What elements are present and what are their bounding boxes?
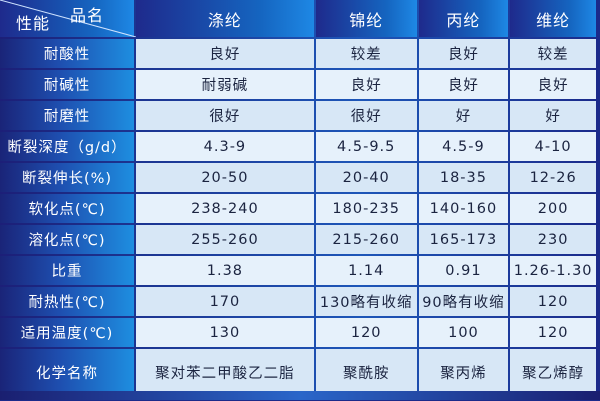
table-cell: 1.38 (136, 256, 314, 285)
table-cell: 140-160 (418, 194, 509, 223)
row-label: 耐酸性 (0, 39, 134, 68)
table-cell: 很好 (315, 101, 417, 130)
diagonal-divider (0, 0, 136, 37)
table-cell: 较差 (315, 39, 417, 68)
table-row: 断裂伸长(%) 20-50 20-40 18-35 12-26 (0, 163, 596, 192)
table-row: 耐热性(℃) 170 130略有收缩 90略有收缩 120 (0, 287, 596, 316)
table-cell: 良好 (418, 70, 509, 99)
table-cell: 180-235 (315, 194, 417, 223)
table-cell: 165-173 (418, 225, 509, 254)
row-label: 比重 (0, 256, 134, 285)
table-cell: 130 (136, 318, 314, 347)
table-cell: 良好 (315, 70, 417, 99)
header-row: 品名 性能 涤纶 锦纶 丙纶 维纶 (0, 0, 596, 37)
row-label: 软化点(℃) (0, 194, 134, 223)
table-cell: 聚对苯二甲酸乙二脂 (136, 349, 314, 399)
table-cell: 好 (510, 101, 596, 130)
table-cell: 聚丙烯 (418, 349, 509, 399)
column-header: 锦纶 (315, 0, 417, 37)
table-cell: 238-240 (136, 194, 314, 223)
table-row: 耐磨性 很好 很好好好 (0, 101, 596, 130)
table-cell: 聚酰胺 (315, 349, 417, 399)
table-cell: 200 (510, 194, 596, 223)
bottom-band (0, 391, 600, 400)
row-label: 断裂深度（g/d） (0, 132, 134, 161)
table-cell: 好 (418, 101, 509, 130)
table-cell: 130略有收缩 (315, 287, 417, 316)
table-cell: 1.26-1.30 (510, 256, 596, 285)
table-cell: 18-35 (418, 163, 509, 192)
column-axis-label: 品名 (69, 6, 104, 25)
table-row: 软化点(℃) 238-240 180-235 140-160 200 (0, 194, 596, 223)
table-cell: 4.5-9 (418, 132, 509, 161)
table-cell: 耐弱碱 (136, 70, 314, 99)
table-cell: 255-260 (136, 225, 314, 254)
table-cell: 1.14 (315, 256, 417, 285)
column-header: 维纶 (510, 0, 596, 37)
table-cell: 聚乙烯醇 (510, 349, 596, 399)
table-row: 耐碱性 耐弱碱 良好 良好 良好 (0, 70, 596, 99)
row-label: 耐磨性 (0, 101, 134, 130)
table-row: 比重 1.38 1.14 0.91 1.26-1.30 (0, 256, 596, 285)
table-cell: 4.3-9 (136, 132, 314, 161)
table-cell: 良好 (136, 39, 314, 68)
table-cell: 230 (510, 225, 596, 254)
corner-header-cell: 品名 性能 (0, 0, 136, 37)
row-axis-label: 性能 (16, 14, 51, 33)
table-cell: 4-10 (510, 132, 596, 161)
table-cell: 170 (136, 287, 314, 316)
table-row: 断裂深度（g/d） 4.3-9 4.5-9.5 4.5-9 4-10 (0, 132, 596, 161)
table-cell: 12-26 (510, 163, 596, 192)
row-label: 适用温度(℃) (0, 318, 134, 347)
table-cell: 0.91 (418, 256, 509, 285)
table-row: 耐酸性 良好 较差 良好 较差 (0, 39, 596, 68)
table-cell: 很好 (136, 101, 314, 130)
table-cell: 120 (510, 287, 596, 316)
column-header: 涤纶 (136, 0, 314, 37)
table-cell: 较差 (510, 39, 596, 68)
table-cell: 120 (315, 318, 417, 347)
row-label: 断裂伸长(%) (0, 163, 134, 192)
table-cell: 100 (418, 318, 509, 347)
table-cell: 4.5-9.5 (315, 132, 417, 161)
table-row: 化学名称 聚对苯二甲酸乙二脂 聚酰胺 聚丙烯 聚乙烯醇 (0, 349, 596, 399)
table-cell: 215-260 (315, 225, 417, 254)
row-label: 耐热性(℃) (0, 287, 134, 316)
column-header: 丙纶 (418, 0, 509, 37)
table-cell: 良好 (510, 70, 596, 99)
table-row: 溶化点(℃) 255-260 215-260 165-173 230 (0, 225, 596, 254)
row-label: 溶化点(℃) (0, 225, 134, 254)
table-cell: 20-50 (136, 163, 314, 192)
row-label: 耐碱性 (0, 70, 134, 99)
table-row: 适用温度(℃) 130 120 100 120 (0, 318, 596, 347)
table-cell: 良好 (418, 39, 509, 68)
table-cell: 90略有收缩 (418, 287, 509, 316)
row-label: 化学名称 (0, 349, 134, 399)
table-cell: 20-40 (315, 163, 417, 192)
table-cell: 120 (510, 318, 596, 347)
